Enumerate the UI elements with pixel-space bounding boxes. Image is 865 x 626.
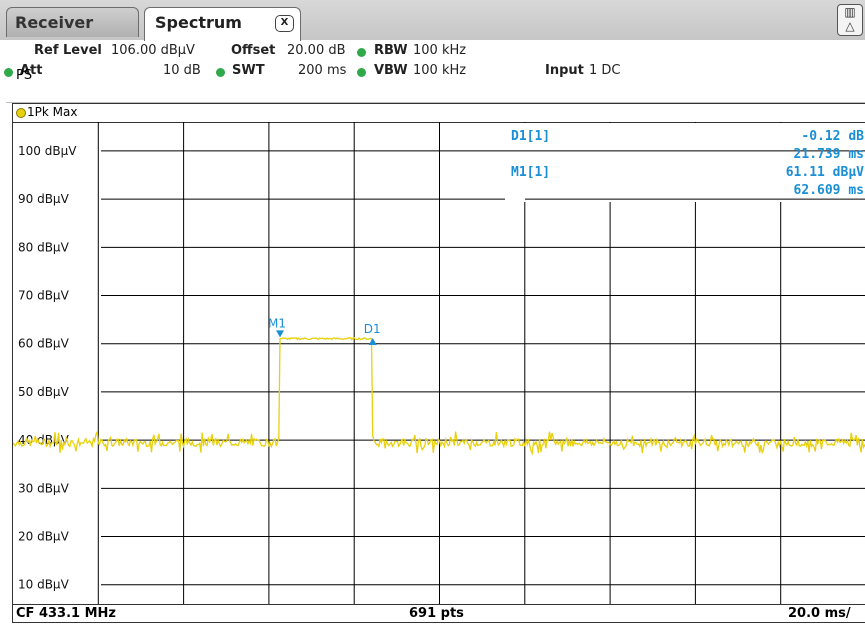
time-per-division: 20.0 ms/	[788, 606, 851, 621]
y-tick-label: 30 dBµV	[18, 481, 70, 495]
marker-d1-time: 21.739 ms	[794, 147, 864, 162]
y-tick-label: 10 dBµV	[18, 578, 70, 592]
tab-receiver[interactable]: Receiver	[6, 7, 139, 37]
rbw-status-dot	[357, 48, 366, 57]
y-tick-label: 70 dBµV	[18, 289, 70, 303]
input-label: Input	[545, 63, 584, 78]
marker-m1-tag: M1	[268, 316, 286, 330]
settings-panel: Ref Level 106.00 dBµV Offset 20.00 dB RB…	[0, 40, 865, 100]
tab-bar: Receiver Spectrum X ▥ △	[0, 0, 865, 41]
swt-value: 200 ms	[298, 63, 347, 78]
close-icon[interactable]: X	[275, 15, 294, 32]
tab-spectrum-label: Spectrum	[155, 13, 242, 32]
ref-level-label: Ref Level	[34, 43, 102, 58]
divider	[6, 102, 865, 103]
y-tick-label: 80 dBµV	[18, 240, 70, 254]
tab-spectrum[interactable]: Spectrum X	[144, 7, 301, 41]
offset-label: Offset	[231, 43, 276, 58]
rbw-label: RBW	[374, 43, 408, 58]
y-tick-label: 20 dBµV	[18, 530, 70, 544]
marker-m1-label: M1[1]	[511, 165, 550, 180]
marker-d1-triangle	[368, 337, 377, 345]
rbw-value: 100 kHz	[413, 43, 467, 58]
vbw-status-dot	[357, 68, 366, 77]
marker-d1-level: -0.12 dB	[801, 129, 864, 144]
footer-bar: CF 433.1 MHz 691 pts 20.0 ms/	[12, 604, 865, 624]
vbw-label: VBW	[374, 63, 408, 78]
vbw-value: 100 kHz	[413, 63, 467, 78]
marker-d1-tag: D1	[364, 322, 381, 336]
offset-value: 20.00 dB	[287, 43, 346, 58]
y-tick-label: 100 dBµV	[18, 144, 77, 158]
input-value: 1 DC	[589, 63, 621, 78]
tab-receiver-label: Receiver	[15, 13, 94, 32]
y-tick-label: 60 dBµV	[18, 337, 70, 351]
att-label: Att	[20, 63, 43, 78]
display-config-icon[interactable]: ▥ △	[837, 4, 863, 36]
trace-line	[13, 336, 865, 456]
swt-status-dot	[216, 68, 225, 77]
y-tick-label: 90 dBµV	[18, 192, 70, 206]
ref-level-value: 106.00 dBµV	[111, 43, 195, 58]
att-status-dot	[4, 68, 13, 77]
center-frequency: CF 433.1 MHz	[16, 606, 116, 621]
marker-m1-triangle	[276, 330, 285, 338]
marker-d1-label: D1[1]	[511, 129, 550, 144]
spectrum-plot[interactable]: 1Pk Max 100 dBµV 90 dBµV 80 dBµV 70 dBµV 60 …	[12, 103, 865, 623]
att-value: 10 dB	[163, 63, 201, 78]
marker-m1-time: 62.609 ms	[794, 183, 864, 198]
trace-label: 1Pk Max	[27, 105, 78, 119]
ps-label: PS	[16, 68, 33, 83]
swt-label: SWT	[232, 63, 265, 78]
y-tick-label: 50 dBµV	[18, 385, 70, 399]
sweep-points: 691 pts	[409, 606, 464, 621]
chart-svg: 100 dBµV 90 dBµV 80 dBµV 70 dBµV 60 dBµV 50 d…	[13, 122, 865, 604]
marker-readout-panel	[505, 123, 865, 202]
trace-indicator-icon	[16, 108, 26, 118]
marker-m1-level: 61.11 dBµV	[786, 165, 864, 180]
